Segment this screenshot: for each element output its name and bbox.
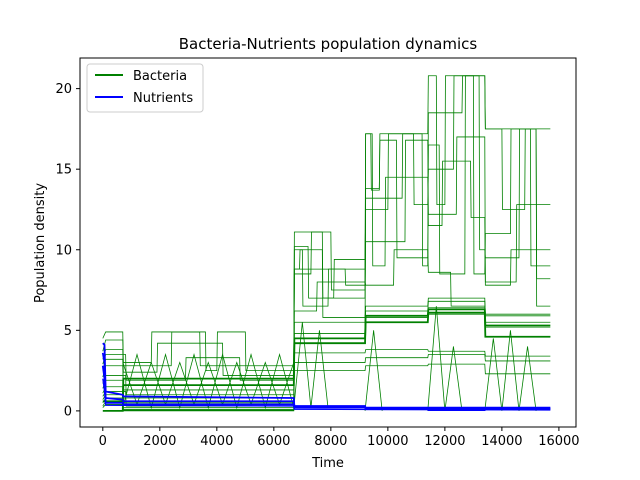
series-layer bbox=[101, 75, 551, 412]
legend-label-bacteria: Bacteria bbox=[133, 69, 187, 84]
bacteria-series-17 bbox=[122, 361, 295, 406]
x-tick-label: 8000 bbox=[314, 434, 347, 449]
y-tick-label: 5 bbox=[64, 324, 72, 339]
bacteria-series-16 bbox=[122, 352, 295, 410]
x-tick-label: 14000 bbox=[481, 434, 522, 449]
bacteria-series-1 bbox=[102, 75, 551, 367]
chart-title: Bacteria-Nutrients population dynamics bbox=[179, 35, 478, 53]
bacteria-series-15 bbox=[102, 308, 551, 412]
nutrients-series-25 bbox=[102, 378, 551, 411]
bacteria-series-21 bbox=[484, 330, 537, 411]
x-tick-label: 12000 bbox=[424, 434, 465, 449]
x-tick-label: 4000 bbox=[200, 434, 233, 449]
legend-label-nutrients: Nutrients bbox=[133, 91, 193, 106]
y-axis: 0 5 10 15 20 bbox=[55, 82, 80, 419]
bacteria-series-19 bbox=[364, 330, 383, 411]
x-axis-label: Time bbox=[311, 456, 344, 471]
x-tick-label: 10000 bbox=[367, 434, 408, 449]
plot-frame bbox=[79, 57, 577, 428]
x-tick-label: 16000 bbox=[538, 434, 579, 449]
x-tick-label: 6000 bbox=[257, 434, 290, 449]
x-tick-label: 0 bbox=[99, 434, 107, 449]
y-tick-label: 15 bbox=[55, 163, 72, 178]
y-tick-label: 20 bbox=[55, 82, 72, 97]
bacteria-series-5 bbox=[102, 136, 551, 391]
x-tick-label: 2000 bbox=[143, 434, 176, 449]
y-tick-label: 10 bbox=[55, 243, 72, 258]
x-axis: 0 2000 4000 6000 8000 10000 12000 14000 16000 bbox=[99, 427, 580, 449]
legend: Bacteria Nutrients bbox=[86, 63, 204, 113]
y-tick-label: 0 bbox=[64, 404, 72, 419]
y-axis-label: Population density bbox=[33, 183, 48, 303]
